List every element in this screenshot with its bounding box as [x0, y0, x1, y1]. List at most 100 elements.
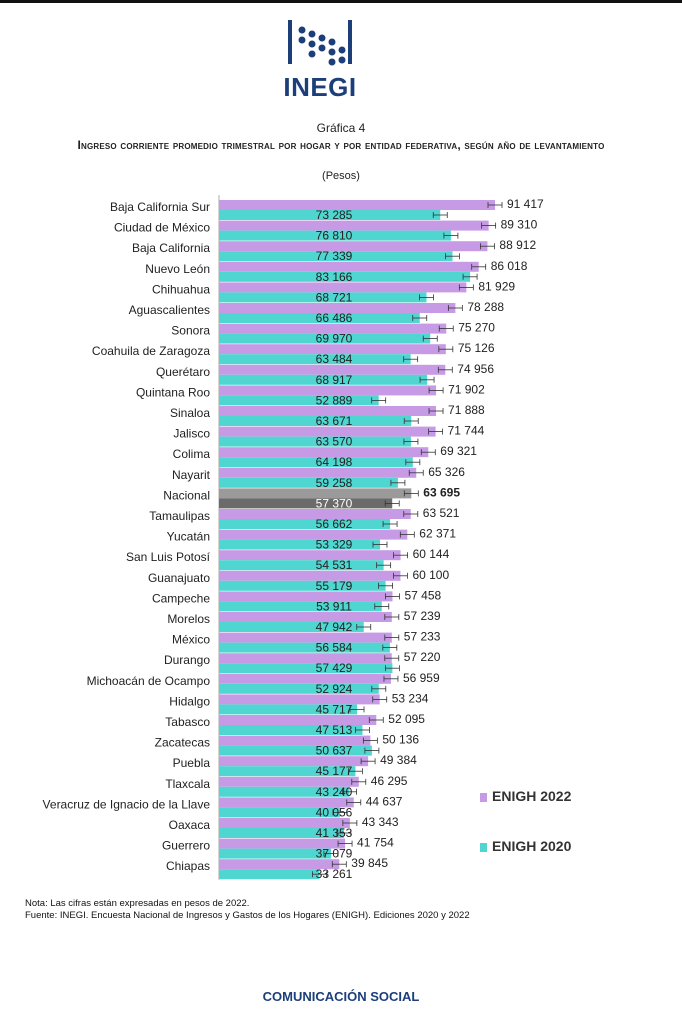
value-label-2022-durango: 57 220 [404, 650, 441, 664]
value-label-2020-colima: 64 198 [316, 455, 353, 469]
value-label-2020-chihuahua: 68 721 [316, 290, 353, 304]
chart-title: Ingreso corriente promedio trimestral po… [77, 138, 605, 152]
bar-2020-oaxaca [219, 828, 344, 838]
category-label-veracruz-de-ignacio-de-la-llave: Veracruz de Ignacio de la Llave [43, 797, 211, 811]
value-label-2020-ciudad-de-mexico: 76 810 [316, 229, 353, 243]
bar-2020-nuevo-leon [219, 271, 471, 282]
value-label-2022-queretaro: 74 956 [457, 362, 494, 376]
bar-2020-yucatan [219, 539, 381, 550]
logo-text: INEGI [283, 72, 357, 102]
value-label-2022-baja-california-sur: 91 417 [507, 197, 544, 211]
bar-2022-queretaro [219, 364, 446, 375]
value-label-2022-sonora: 75 270 [458, 321, 495, 335]
bar-2020-guanajuato [219, 580, 386, 591]
value-label-2020-puebla: 45 177 [316, 764, 353, 778]
value-label-2022-coahuila-de-zaragoza: 75 126 [458, 341, 495, 355]
bar-2022-ciudad-de-mexico [219, 220, 489, 231]
bar-2022-guanajuato [219, 570, 401, 581]
value-label-2022-veracruz-de-ignacio-de-la-llave: 44 637 [366, 794, 403, 808]
bar-2022-nuevo-leon [219, 261, 479, 272]
bar-2020-hidalgo [219, 704, 358, 715]
value-label-2022-sinaloa: 71 888 [448, 403, 485, 417]
value-label-2020-baja-california: 77 339 [316, 249, 353, 263]
category-label-nayarit: Nayarit [172, 468, 211, 482]
value-label-2020-chiapas: 33 261 [316, 867, 353, 881]
bar-2020-morelos [219, 622, 364, 632]
bar-2022-aguascalientes [219, 303, 456, 313]
bar-2022-durango [219, 653, 392, 664]
bar-chart: Baja California Sur 91 417 73 285 Ciudad de… [43, 195, 544, 881]
legend-item-2020: ENIGH 2020 [480, 838, 571, 854]
bar-2022-morelos [219, 612, 392, 622]
value-label-2020-oaxaca: 41 353 [316, 826, 353, 840]
value-label-2022-aguascalientes: 78 288 [467, 300, 504, 314]
value-label-2022-baja-california: 88 912 [499, 238, 536, 252]
category-label-baja-california-sur: Baja California Sur [110, 200, 210, 214]
value-label-2022-oaxaca: 43 343 [362, 815, 399, 829]
bar-2020-aguascalientes [219, 313, 420, 323]
value-label-2020-guanajuato: 55 179 [316, 579, 353, 593]
category-label-yucatan: Yucatán [167, 530, 210, 544]
bar-2022-michoacan-de-ocampo [219, 673, 391, 684]
value-label-2022-colima: 69 321 [440, 444, 477, 458]
bar-2022-mexico [219, 632, 392, 643]
bar-2020-nacional [219, 498, 393, 509]
value-label-2022-jalisco: 71 744 [448, 424, 485, 438]
bar-2020-quintana-roo [219, 395, 379, 406]
category-label-chihuahua: Chihuahua [152, 282, 210, 296]
value-label-2020-nuevo-leon: 83 166 [316, 270, 353, 284]
value-label-2020-nayarit: 59 258 [316, 476, 353, 490]
value-label-2022-guanajuato: 60 100 [412, 568, 449, 582]
bar-2022-hidalgo [219, 694, 380, 705]
category-label-aguascalientes: Aguascalientes [129, 303, 210, 317]
value-label-2022-campeche: 57 458 [404, 588, 441, 602]
category-label-ciudad-de-mexico: Ciudad de México [114, 221, 210, 235]
bar-2022-chiapas [219, 859, 340, 870]
value-label-2020-michoacan-de-ocampo: 52 924 [316, 682, 353, 696]
value-label-2022-puebla: 49 384 [380, 753, 417, 767]
category-label-sonora: Sonora [171, 324, 210, 338]
value-label-2022-nuevo-leon: 86 018 [491, 259, 528, 273]
bar-2022-coahuila-de-zaragoza [219, 344, 446, 355]
source-text: Fuente: INEGI. Encuesta Nacional de Ingr… [25, 910, 470, 921]
value-label-2022-yucatan: 62 371 [419, 527, 456, 541]
bar-2022-colima [219, 447, 429, 458]
bar-2020-baja-california [219, 251, 453, 262]
category-label-queretaro: Querétaro [156, 365, 210, 379]
value-label-2022-nacional: 63 695 [423, 485, 460, 499]
value-label-2020-campeche: 53 911 [316, 599, 352, 613]
value-label-2022-tamaulipas: 63 521 [423, 506, 460, 520]
value-label-2022-tlaxcala: 46 295 [371, 774, 408, 788]
bar-2020-tlaxcala [219, 786, 350, 797]
bar-2022-chihuahua [219, 282, 467, 293]
category-label-durango: Durango [164, 653, 210, 667]
bar-2022-veracruz-de-ignacio-de-la-llave [219, 797, 354, 808]
value-label-2022-chiapas: 39 845 [351, 856, 388, 870]
bar-2020-ciudad-de-mexico [219, 230, 451, 241]
value-label-2020-tlaxcala: 43 240 [316, 785, 353, 799]
bar-2020-sinaloa [219, 416, 412, 426]
category-label-tamaulipas: Tamaulipas [149, 509, 210, 523]
bar-2022-oaxaca [219, 818, 350, 828]
value-label-2020-sonora: 69 970 [316, 332, 353, 346]
category-label-coahuila-de-zaragoza: Coahuila de Zaragoza [92, 344, 210, 358]
category-label-nacional: Nacional [163, 488, 210, 502]
category-label-quintana-roo: Quintana Roo [136, 385, 210, 399]
category-label-nuevo-leon: Nuevo León [145, 262, 210, 276]
bar-2022-nayarit [219, 467, 417, 478]
value-label-2020-san-luis-potosi: 54 531 [316, 558, 353, 572]
category-label-campeche: Campeche [152, 591, 210, 605]
bar-2022-quintana-roo [219, 385, 437, 396]
value-label-2022-morelos: 57 239 [404, 609, 441, 623]
category-label-zacatecas: Zacatecas [155, 736, 210, 750]
bar-2022-campeche [219, 591, 393, 602]
bar-2022-tlaxcala [219, 776, 359, 787]
category-label-oaxaca: Oaxaca [169, 818, 211, 832]
bar-2020-tabasco [219, 725, 363, 735]
bar-2020-nayarit [219, 477, 398, 488]
value-label-2022-mexico: 57 233 [404, 630, 441, 644]
bar-2020-michoacan-de-ocampo [219, 683, 379, 694]
category-label-jalisco: Jalisco [173, 427, 210, 441]
legend-label-2022: ENIGH 2022 [492, 788, 572, 804]
value-label-2022-quintana-roo: 71 902 [448, 382, 485, 396]
